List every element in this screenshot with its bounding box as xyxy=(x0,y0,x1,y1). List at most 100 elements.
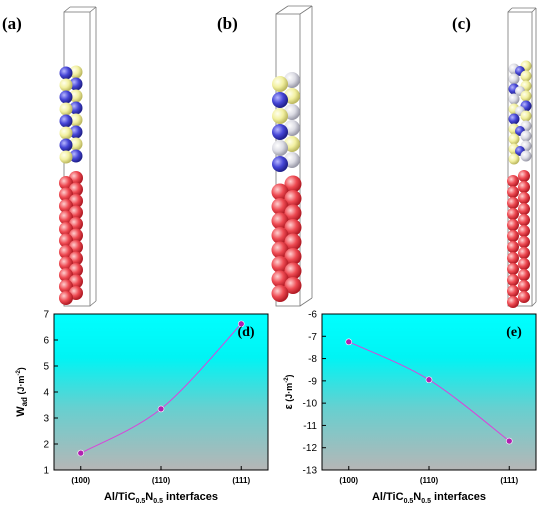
al-atom xyxy=(59,268,73,282)
c-atom xyxy=(520,70,532,82)
chart-e-x-axis-label: Al/TiC0.5N0.5 interfaces xyxy=(372,491,486,504)
c-atom xyxy=(59,78,73,92)
c-atom xyxy=(69,113,83,127)
chart-d-data-point xyxy=(157,405,165,413)
al-atom xyxy=(284,248,302,265)
chart-d-ytick-label: 3 xyxy=(43,414,49,425)
c-atom xyxy=(59,102,73,116)
n-atom xyxy=(508,73,520,85)
c-atom xyxy=(272,108,288,124)
structure-a xyxy=(59,6,97,307)
c-atom xyxy=(508,133,520,145)
chart-d-ytick-label: 1 xyxy=(43,466,49,477)
al-atom xyxy=(59,199,73,213)
al-atom xyxy=(507,263,519,275)
al-atom xyxy=(518,236,530,248)
al-atom xyxy=(59,210,73,225)
chart-d-ytick-label: 4 xyxy=(43,388,49,399)
chart-d-ytick-label: 7 xyxy=(43,310,49,321)
ti-atom xyxy=(59,114,73,128)
ti-atom xyxy=(59,90,73,104)
al-atom xyxy=(507,175,519,187)
chart-d-ytick-label: 2 xyxy=(43,440,49,451)
al-atom xyxy=(59,245,73,259)
chart-e-ytick-label: -12 xyxy=(303,443,318,454)
chart-d-data-point xyxy=(77,449,85,457)
chart-e-ytick-label: -13 xyxy=(303,466,318,477)
al-atom xyxy=(507,296,519,308)
chart-d-y-axis-label: Wad (J·m-2) xyxy=(15,367,29,417)
panel-label-a: (a) xyxy=(2,14,22,33)
al-atom xyxy=(518,181,530,193)
chart-d-plot-area xyxy=(54,314,268,470)
al-atom xyxy=(271,212,289,230)
chart-e-xtick-label: (111) xyxy=(500,476,518,485)
chart-d-panel-label: (d) xyxy=(237,325,254,340)
chart-e-xtick-label: (100) xyxy=(339,476,358,485)
al-atom xyxy=(518,280,530,292)
ti-atom xyxy=(59,66,73,80)
al-atom xyxy=(518,291,530,303)
ti-atom xyxy=(59,138,73,152)
c-atom xyxy=(59,126,73,140)
chart-e: -6 -7 -8 -9 -10 -11 -12 -13 (100) (110) (111) (e) Al… xyxy=(283,310,537,504)
al-atom xyxy=(59,291,73,305)
al-atom xyxy=(518,203,530,215)
ti-atom xyxy=(69,149,83,163)
c-atom xyxy=(520,110,532,122)
al-atom xyxy=(507,230,519,242)
al-atom xyxy=(284,219,302,236)
chart-e-ytick-label: -11 xyxy=(303,421,317,432)
al-atom xyxy=(271,256,289,273)
ti-atom xyxy=(272,124,288,140)
al-atom xyxy=(518,269,530,281)
al-atom xyxy=(518,225,530,237)
al-atom xyxy=(59,279,73,294)
ti-atom xyxy=(69,125,83,139)
al-atom xyxy=(518,258,530,270)
chart-e-data-point xyxy=(425,376,433,384)
n-atom xyxy=(508,93,520,105)
al-atom xyxy=(518,192,530,204)
al-atom xyxy=(59,187,73,202)
al-atom xyxy=(507,219,519,231)
n-atom xyxy=(520,130,532,142)
structure-b xyxy=(271,5,313,307)
al-atom xyxy=(284,175,302,193)
chart-e-data-point xyxy=(345,338,353,346)
chart-d-xtick-label: (100) xyxy=(71,476,90,485)
chart-d-data-point xyxy=(237,320,245,328)
panel-label-c: (c) xyxy=(452,14,471,33)
al-atom xyxy=(59,256,73,271)
c-atom xyxy=(272,76,288,92)
al-atom xyxy=(59,176,73,190)
chart-e-ytick-label: -7 xyxy=(308,332,317,343)
c-atom xyxy=(69,137,83,151)
al-atom xyxy=(59,222,73,236)
al-atom xyxy=(271,241,289,259)
al-atom xyxy=(518,170,530,182)
al-atom xyxy=(271,198,289,215)
al-atom xyxy=(507,241,519,253)
ti-atom xyxy=(69,101,83,115)
al-atom xyxy=(271,227,289,244)
chart-e-ytick-label: -10 xyxy=(303,399,318,410)
chart-d-xtick-label: (110) xyxy=(152,476,171,485)
chart-e-plot-area xyxy=(322,314,536,470)
al-atom xyxy=(271,183,289,201)
c-atom xyxy=(69,89,83,103)
al-atom xyxy=(284,277,302,294)
al-atom xyxy=(284,233,302,251)
ti-atom xyxy=(272,156,288,172)
chart-e-ytick-label: -9 xyxy=(308,376,317,387)
al-atom xyxy=(284,262,302,280)
structure-c xyxy=(507,7,537,308)
c-atom xyxy=(59,150,73,164)
al-atom xyxy=(518,247,530,259)
chart-e-ytick-label: -6 xyxy=(308,310,317,321)
al-atom xyxy=(507,186,519,198)
chart-e-xtick-label: (110) xyxy=(420,476,439,485)
al-atom xyxy=(507,197,519,209)
al-atom xyxy=(271,270,289,288)
ti-atom xyxy=(508,113,520,125)
